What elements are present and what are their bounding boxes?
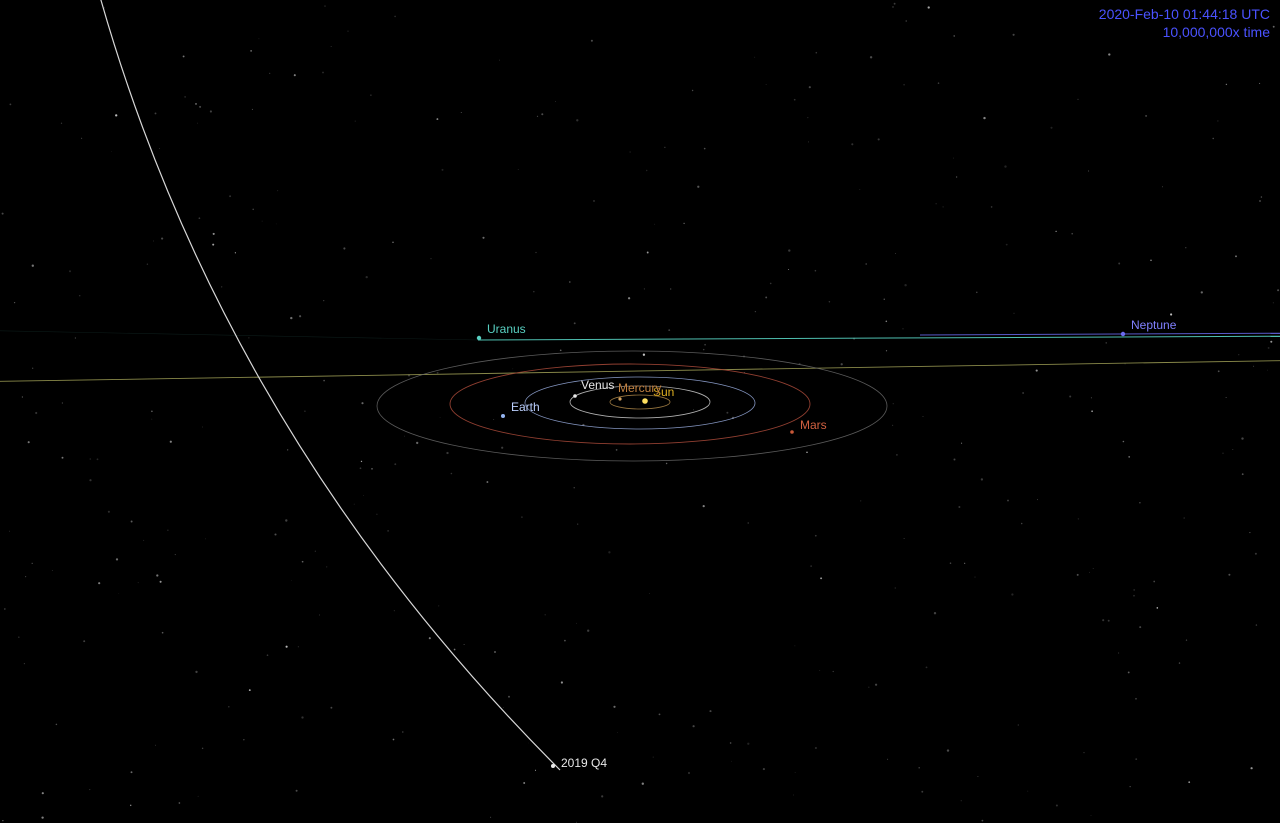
earth-orbit xyxy=(525,377,755,429)
uranus-orbit-back xyxy=(0,330,478,340)
hud-overlay: 2020-Feb-10 01:44:18 UTC 10,000,000x tim… xyxy=(1099,6,1270,41)
q4-dot xyxy=(551,764,555,768)
uranus-orbit-line xyxy=(478,336,1280,340)
uranus-dot xyxy=(477,336,481,340)
venus-orbit xyxy=(570,386,710,418)
mars-orbit xyxy=(450,364,810,444)
comet-trajectory xyxy=(90,0,560,770)
inner-orbit-ellipses xyxy=(377,351,887,461)
neptune-orbit-line xyxy=(920,333,1280,335)
jupiter-orbit xyxy=(377,351,887,461)
space-svg[interactable] xyxy=(0,0,1280,823)
venus-dot xyxy=(573,394,577,398)
mars-dot xyxy=(790,430,794,434)
outer-orbit-lines xyxy=(0,330,1280,382)
hud-timestamp: 2020-Feb-10 01:44:18 UTC xyxy=(1099,6,1270,24)
earth-dot xyxy=(501,414,505,418)
sun-dot xyxy=(642,398,648,404)
hud-rate: 10,000,000x time xyxy=(1099,24,1270,42)
mercury-dot xyxy=(618,397,621,400)
comet-trajectory-layer xyxy=(90,0,560,770)
starfield xyxy=(2,3,1280,823)
bodies-layer xyxy=(477,332,1125,768)
mercury-orbit xyxy=(610,395,670,409)
saturn-orbit-line xyxy=(0,360,1280,382)
orbit-diagram[interactable]: 2020-Feb-10 01:44:18 UTC 10,000,000x tim… xyxy=(0,0,1280,823)
neptune-dot xyxy=(1121,332,1125,336)
